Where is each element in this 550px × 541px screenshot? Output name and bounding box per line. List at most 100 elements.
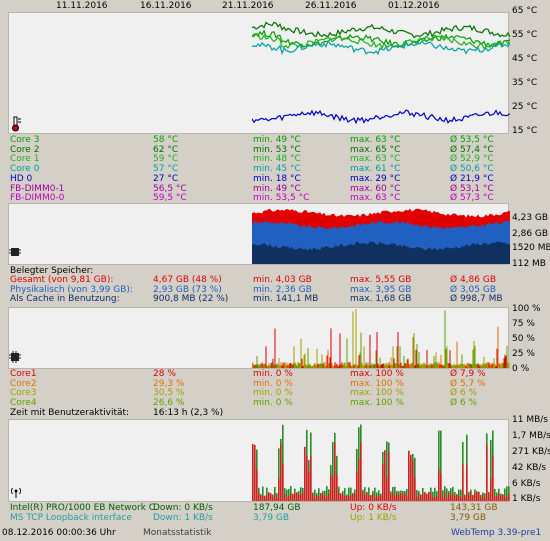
row-name: Core 2 xyxy=(10,144,40,155)
row-current: 2,93 GB (73 %) xyxy=(153,284,222,295)
up-total: 143,31 GB xyxy=(450,503,498,513)
network-up-bar xyxy=(474,492,476,501)
network-up-bar xyxy=(252,443,254,501)
status-bar: 08.12.2016 00:00:36 Uhr Monatsstatistik … xyxy=(0,527,550,541)
network-down-bar xyxy=(348,487,350,501)
network-plot xyxy=(252,424,510,501)
network-down-bar xyxy=(394,486,396,501)
network-up-bar xyxy=(332,476,334,501)
row-max: max. 63 °C xyxy=(350,135,401,145)
row-max: max. 60 °C xyxy=(350,183,401,194)
row-avg: Ø 5,7 % xyxy=(450,378,486,389)
network-up-bar xyxy=(414,477,416,501)
row-min: min. 0 % xyxy=(253,378,293,389)
network-down-bar xyxy=(350,487,352,501)
network-down-bar xyxy=(332,442,334,501)
network-down-bar xyxy=(490,440,492,501)
row-current: 56,5 °C xyxy=(153,183,187,194)
row-name: Core 3 xyxy=(10,135,40,145)
network-down-bar xyxy=(494,488,496,501)
network-up-bar xyxy=(398,494,400,501)
temperature-series-line xyxy=(252,39,510,56)
network-up-bar xyxy=(418,492,420,501)
row-min: min. 0 % xyxy=(253,388,293,398)
row-min: min. 45 °C xyxy=(253,164,301,175)
date-label: 16.11.2016 xyxy=(140,1,192,11)
axis-label: 271 KB/s xyxy=(512,447,550,457)
axis-label: 25 % xyxy=(512,349,535,359)
network-up-bar xyxy=(344,496,346,501)
network-up-bar xyxy=(400,493,402,501)
row-max: max. 63 °C xyxy=(350,193,401,204)
network-up-bar xyxy=(454,495,456,501)
network-up-bar xyxy=(408,450,410,501)
down-total: 187,94 GB xyxy=(253,503,301,513)
cpu-graph xyxy=(8,307,510,369)
status-mode: Monatsstatistik xyxy=(143,528,212,538)
network-graph xyxy=(8,419,510,502)
network-down-bar xyxy=(344,488,346,501)
row-name: HD 0 xyxy=(10,173,33,184)
temperature-series-line xyxy=(252,29,510,48)
row-avg: Ø 6 % xyxy=(450,397,478,408)
row-current: 27 °C xyxy=(153,173,179,184)
row-min: min. 4,03 GB xyxy=(253,275,312,285)
network-up-bar xyxy=(486,444,488,501)
network-up-bar xyxy=(278,478,280,501)
network-up-bar xyxy=(416,497,418,501)
network-up-bar xyxy=(266,495,268,501)
network-up-bar xyxy=(262,495,264,501)
network-up-bar xyxy=(458,495,460,501)
axis-label: 100 % xyxy=(512,304,541,314)
network-down-bar xyxy=(432,491,434,501)
network-up-bar xyxy=(348,496,350,501)
date-label: 26.11.2016 xyxy=(305,1,357,11)
row-name: Core3 xyxy=(10,388,37,398)
row-avg: Ø 21,9 °C xyxy=(450,173,494,184)
network-up-bar xyxy=(468,495,470,501)
row-avg: Ø 6 % xyxy=(450,388,478,398)
network-up-bar xyxy=(466,465,468,501)
network-up-bar xyxy=(366,492,368,501)
row-min: min. 49 °C xyxy=(253,135,301,145)
network-up-bar xyxy=(492,455,494,501)
memory-graph xyxy=(8,203,510,265)
network-up-bar xyxy=(490,478,492,501)
network-up-bar xyxy=(372,493,374,501)
network-down-bar xyxy=(434,487,436,501)
date-label: 21.11.2016 xyxy=(222,1,274,11)
network-down-bar xyxy=(374,487,376,501)
network-up-bar xyxy=(444,492,446,501)
network-up-bar xyxy=(358,458,360,501)
row-current: 29,3 % xyxy=(153,378,185,389)
network-down-bar xyxy=(450,488,452,501)
network-down-bar xyxy=(314,489,316,501)
network-down-bar xyxy=(326,486,328,501)
network-down-bar xyxy=(276,493,278,501)
row-current: 59,5 °C xyxy=(153,193,187,204)
row-max: max. 29 °C xyxy=(350,173,401,184)
network-up-bar xyxy=(390,494,392,501)
row-current: 30,5 % xyxy=(153,388,185,398)
row-min: min. 53 °C xyxy=(253,144,301,155)
axis-label: 65 °C xyxy=(512,6,538,16)
network-up-bar xyxy=(464,496,466,501)
network-up-bar xyxy=(304,446,306,501)
memory-title: Belegter Speicher: xyxy=(10,266,94,276)
axis-label: 1 KB/s xyxy=(512,494,541,504)
network-up-bar xyxy=(428,492,430,501)
row-current: 900,8 MB (22 %) xyxy=(153,294,229,304)
axis-label: 50 % xyxy=(512,334,535,344)
network-up-bar xyxy=(430,492,432,501)
network-down-bar xyxy=(364,487,366,501)
row-min: min. 141,1 MB xyxy=(253,294,319,304)
axis-label: 6 KB/s xyxy=(512,479,541,489)
row-min: min. 48 °C xyxy=(253,154,301,165)
memory-plot xyxy=(252,208,510,264)
network-up-bar xyxy=(322,494,324,501)
row-max: max. 1,68 GB xyxy=(350,294,412,304)
network-up-bar xyxy=(286,497,288,501)
row-avg: Ø 53,1 °C xyxy=(450,183,494,194)
network-down-bar xyxy=(460,489,462,501)
network-up-bar xyxy=(480,497,482,501)
